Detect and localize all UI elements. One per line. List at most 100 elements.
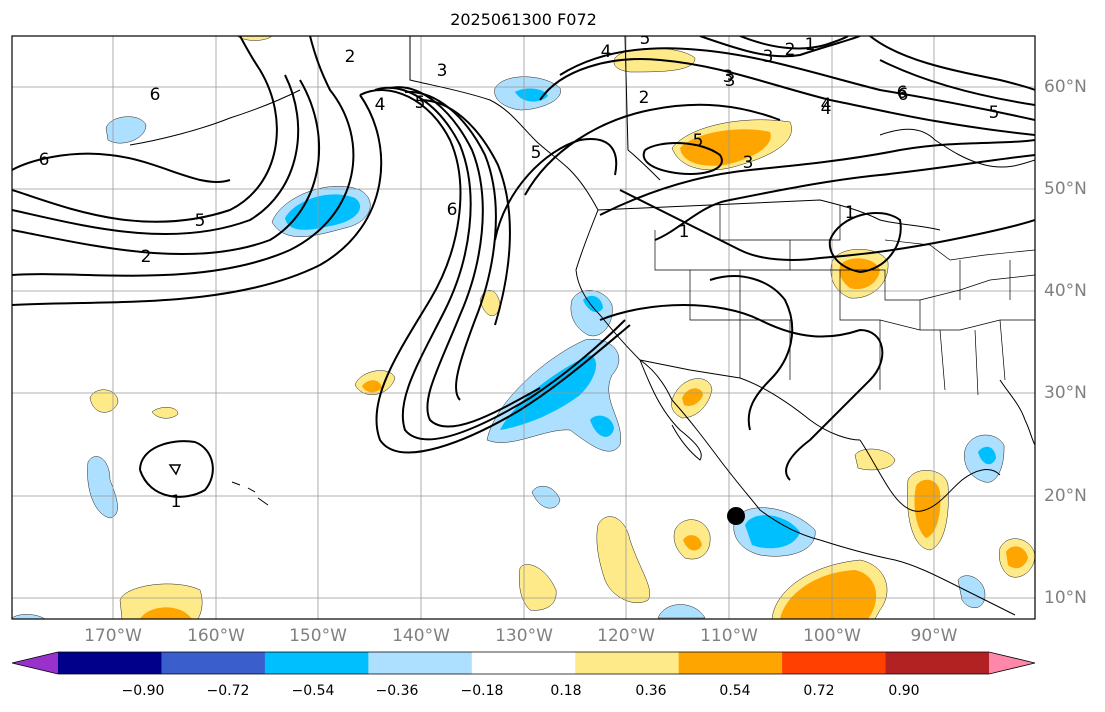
contour-west-4: [12, 36, 355, 277]
colorbar-segment: [161, 652, 266, 674]
coast-hudson: [879, 128, 1035, 168]
coastlines: [129, 36, 1035, 616]
shade-pos-tropic-2-core: [683, 535, 702, 551]
colorbar-tick-label: −0.90: [121, 683, 165, 699]
lat-label: 30°N: [1044, 383, 1087, 403]
contour-trough-2: [374, 86, 626, 441]
colorbar-tick-label: −0.54: [291, 683, 335, 699]
shade-neg-alaska-core: [515, 88, 548, 102]
contour-north-6: [879, 59, 1035, 106]
shade-pos-midwest-core: [839, 258, 880, 290]
coast-florida: [999, 379, 1035, 446]
lon-label: 150°W: [289, 626, 347, 646]
contour-north-2: [559, 47, 1035, 121]
shade-pos-southwest-core: [140, 607, 192, 619]
colorbar-segment: [264, 652, 369, 674]
contour-label: 6: [39, 150, 50, 170]
contour-label: 1: [805, 35, 816, 55]
location-marker: [727, 507, 745, 525]
contour-hawaii-high: [139, 440, 214, 498]
colorbar-segment: [58, 652, 162, 674]
contour-label: 3: [725, 71, 736, 91]
contour-label: 3: [437, 61, 448, 81]
shade-pos-tropic-1: [596, 516, 650, 604]
contour-label: 2: [639, 88, 650, 108]
border-alaska-canada: [624, 36, 661, 181]
map-background: [12, 36, 1035, 619]
colorbar-tick-label: 0.90: [888, 683, 920, 699]
colorbar-segment: [575, 652, 680, 674]
contour-north-5: [869, 36, 1035, 91]
shade-neg-mexico-core: [745, 515, 800, 549]
colorbar-tick-label: 0.18: [550, 683, 582, 699]
contour-label: 1: [679, 222, 690, 242]
lat-label: 50°N: [1044, 179, 1087, 199]
colorbar-segment: [885, 652, 990, 674]
shade-neg-baja-core-2: [590, 415, 614, 437]
lon-label: 120°W: [597, 626, 655, 646]
map-frame: [11, 35, 1036, 620]
shade-pos-southeast-core: [780, 570, 877, 619]
contour-west-2: [12, 74, 300, 235]
contour-north-3: [699, 36, 861, 58]
colorbar-segment: [678, 652, 783, 674]
colorbar-tick-label: −0.72: [206, 683, 250, 699]
contour-label: 2: [785, 40, 796, 60]
contour-label: 5: [693, 131, 704, 151]
coast-gulf: [859, 439, 1001, 512]
contour-label: 2: [141, 247, 152, 267]
contour-label: 5: [989, 103, 1000, 123]
lat-label: 40°N: [1044, 281, 1087, 301]
shade-pos-tropic-3: [519, 564, 557, 611]
lon-label: 170°W: [84, 626, 142, 646]
contour-label: 1: [171, 492, 182, 512]
colorbar-segment: [782, 652, 887, 674]
lat-label: 60°N: [1044, 77, 1087, 97]
colorbar-tick-label: 0.54: [719, 683, 751, 699]
contour-subtropical: [599, 304, 884, 481]
lon-label: 90°W: [910, 626, 958, 646]
shade-neg-california: [570, 290, 613, 337]
state-borders: [654, 205, 1035, 396]
contour-label-group: 2 3 4 5 6 1 5 6 2 5 4 3 2 3 4 5 6 5 3 2 …: [39, 29, 1000, 512]
shade-pos-hawaii-1: [89, 389, 119, 413]
map-title: 2025061300 F072: [450, 10, 597, 29]
shade-pos-hawaii-2: [151, 407, 179, 419]
contour-label: 4: [375, 95, 386, 115]
contour-west-5: [12, 94, 383, 306]
coast-alaska: [409, 36, 599, 211]
contour-west-3: [12, 79, 320, 256]
contour-label: 4: [821, 95, 832, 115]
contour-label: 4: [821, 99, 832, 119]
contour-east-2: [654, 154, 1035, 241]
contour-label: 5: [531, 143, 542, 163]
contour-east-3: [599, 139, 1035, 216]
contour-trough-1: [359, 89, 631, 454]
contour-trough-5: [419, 99, 511, 326]
shade-neg-aleutian: [105, 116, 147, 144]
lon-label: 100°W: [803, 626, 861, 646]
coast-mexico: [671, 399, 1016, 616]
contour-north-4: [739, 36, 849, 50]
contour-label: 3: [723, 67, 734, 87]
contour-label: 5: [640, 29, 651, 49]
contour-label: 3: [743, 153, 754, 173]
lat-label: 20°N: [1044, 486, 1087, 506]
lon-label: 160°W: [187, 626, 245, 646]
coast-hawaii: [231, 481, 269, 506]
shade-pos-bc-core: [680, 129, 771, 166]
colorbar-tick-label: 0.72: [803, 683, 835, 699]
contour-label: 5: [415, 93, 426, 113]
colorbar-tick-label: −0.36: [375, 683, 419, 699]
shading-layer: [12, 36, 1035, 619]
shade-pos-pacific-2-core: [362, 380, 382, 393]
shade-neg-gulf-mexico-core: [978, 446, 996, 465]
contour-label: 4: [601, 42, 612, 62]
lon-label: 130°W: [495, 626, 553, 646]
border-us-canada: [597, 199, 941, 231]
contour-label: 6: [150, 85, 161, 105]
shade-neg-caribbean: [957, 575, 986, 608]
colorbar: [11, 651, 1036, 675]
contour-ridge-2: [524, 103, 781, 196]
shade-pos-central-am-core: [1006, 546, 1028, 569]
